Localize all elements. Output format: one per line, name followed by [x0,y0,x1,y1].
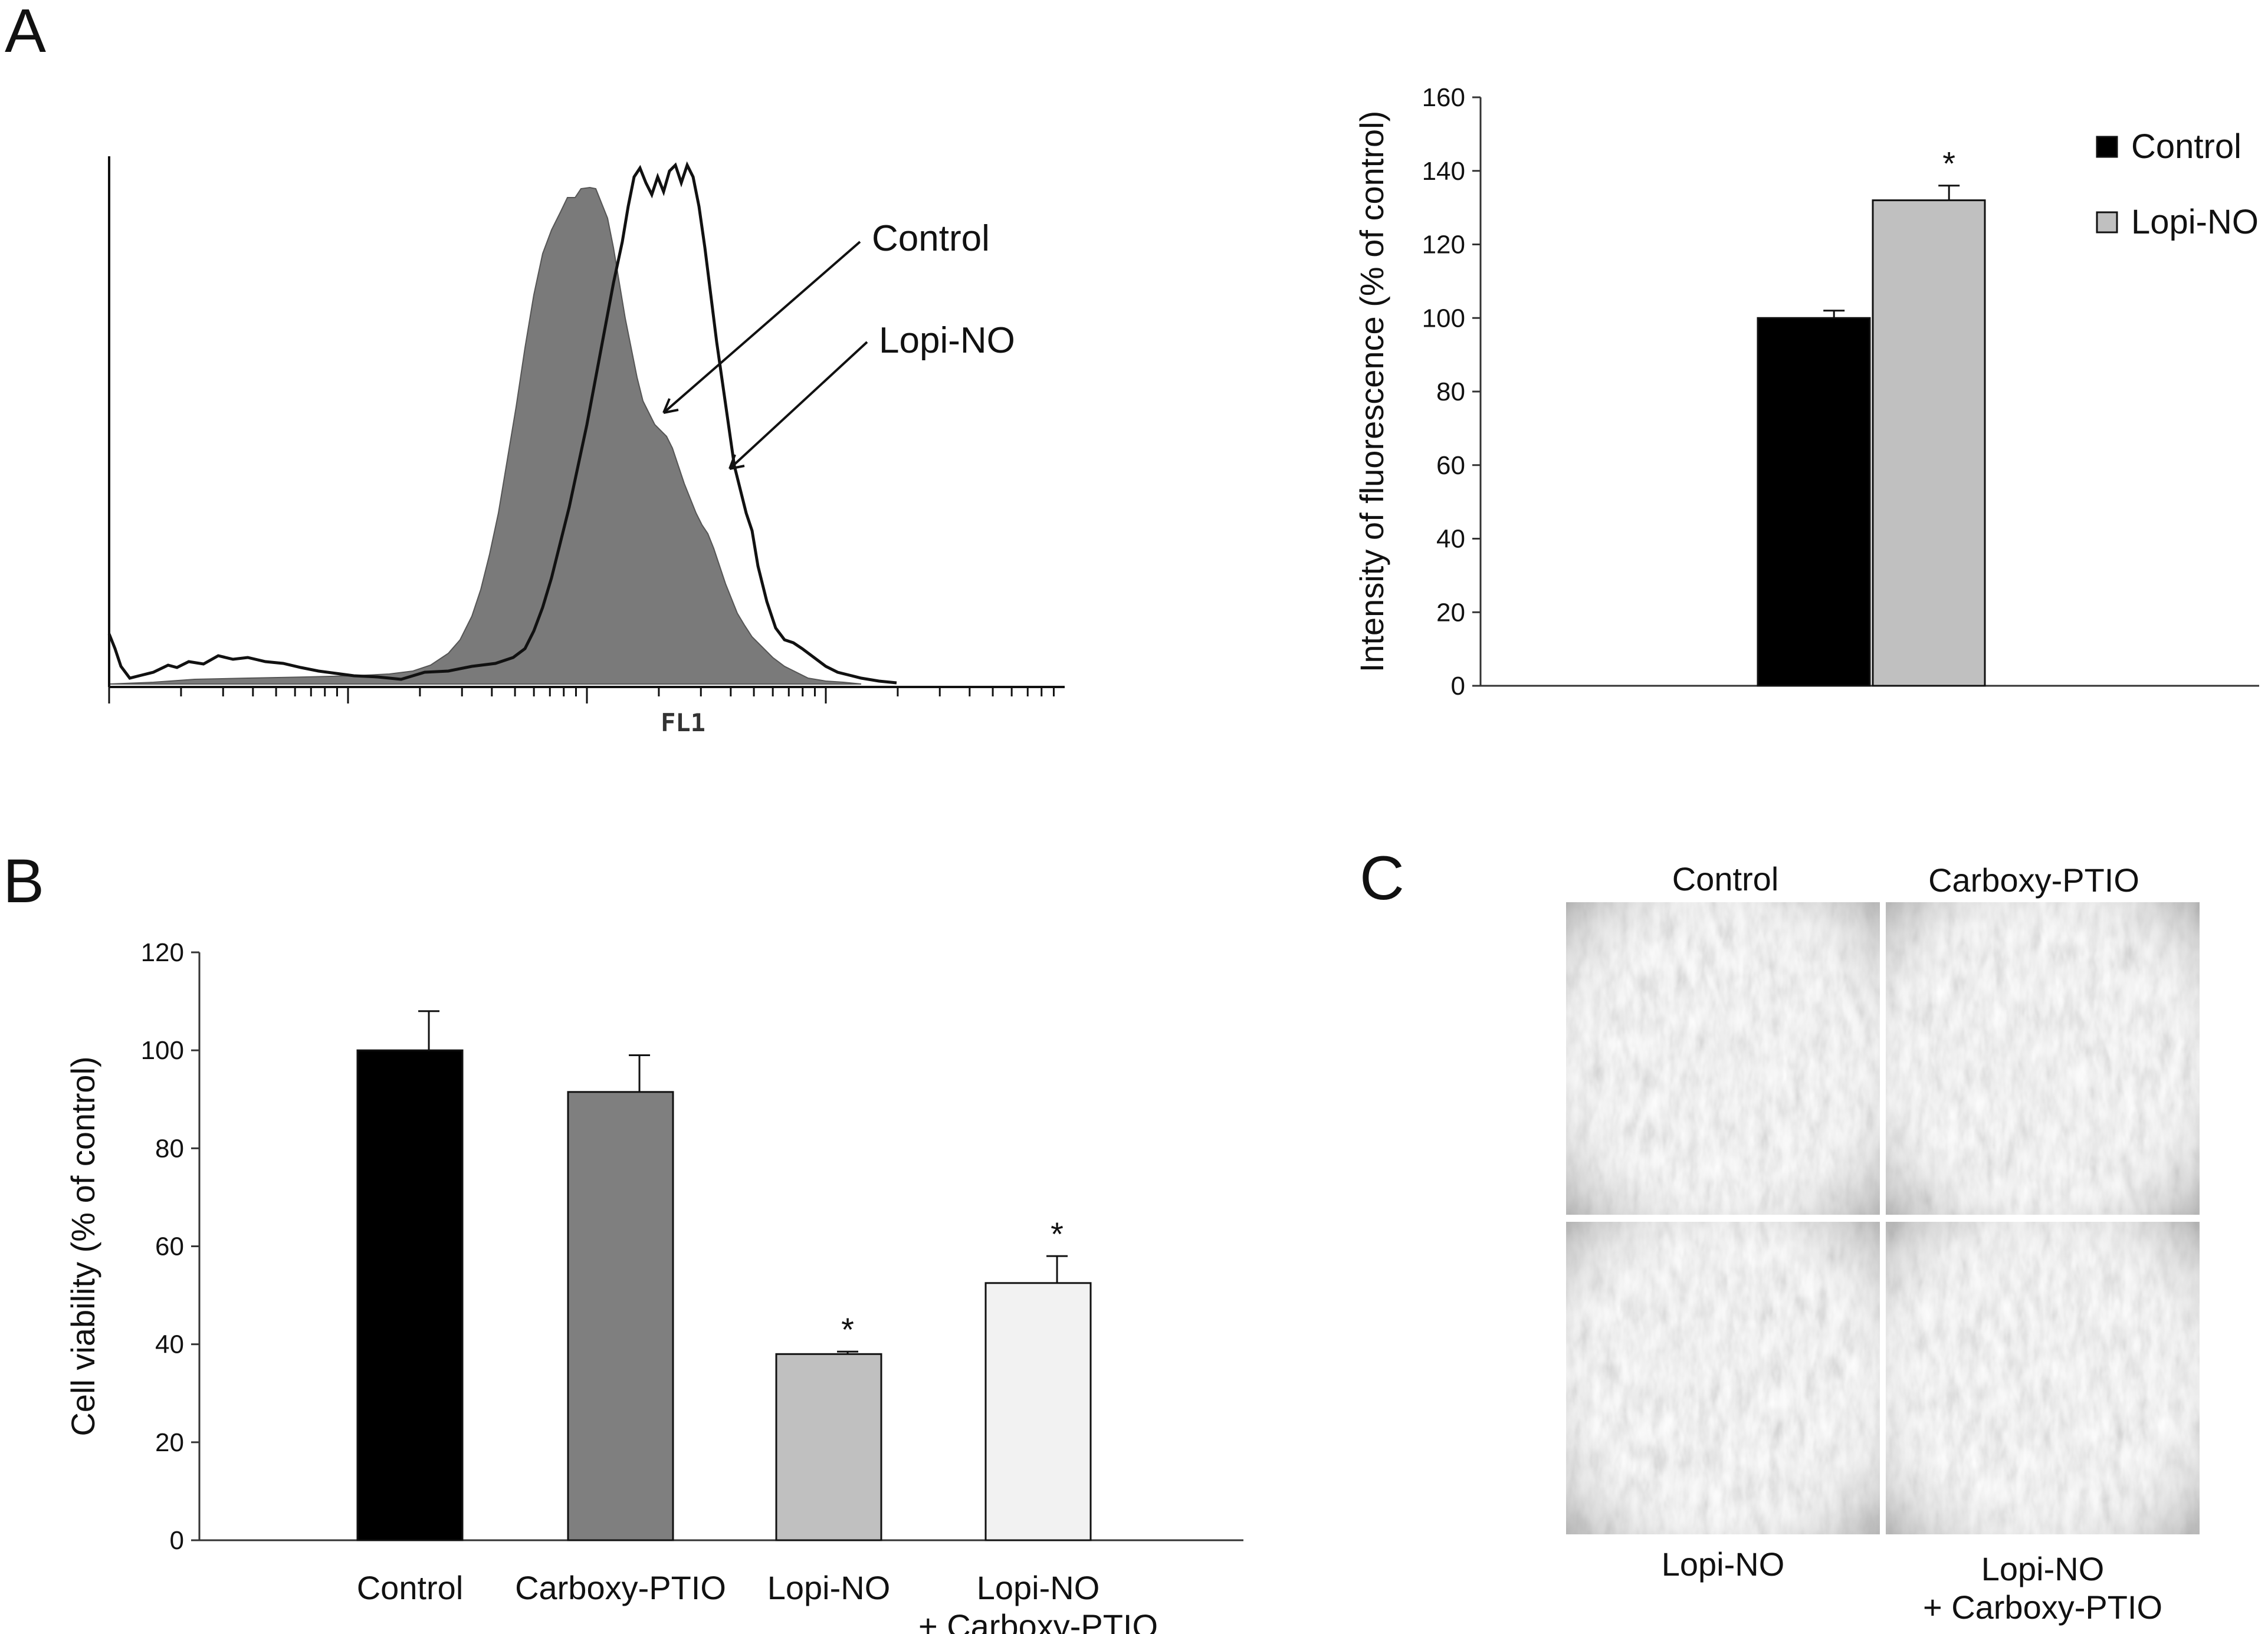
bar [356,1049,464,1541]
y-tick-label: 120 [1422,231,1465,259]
arrowhead-control [662,398,679,414]
y-tick-label: 160 [1422,83,1465,112]
bar [1872,199,1986,687]
y-tick-label: 20 [155,1428,184,1457]
category-label: Control [357,1569,464,1606]
category-label: Carboxy-PTIO [515,1569,726,1606]
y-axis-title: Cell viability (% of control) [64,1056,101,1436]
y-tick-label: 20 [1436,598,1465,627]
micrograph-lopi-no-carboxy-ptio [1886,1222,2200,1534]
micro-label-control: Control [1672,860,1779,897]
legend-swatch [2096,211,2118,234]
viability-bar-chart: 0 20 40 60 80 100 120 Cell viability (% of cont… [64,938,1243,1634]
micro-label-carboxy-ptio: Carboxy-PTIO [1928,862,2139,899]
arrow-control [662,241,861,414]
y-tick-label: 80 [1436,377,1465,406]
histogram-control-line [107,161,897,685]
y-tick-label: 40 [1436,525,1465,554]
y-tick-label: 120 [141,938,184,967]
arrowhead-lopi-no [728,454,745,470]
significance-marker: * [1942,145,1955,182]
legend-label: Control [2131,127,2241,166]
micrograph-control [1566,902,1880,1215]
micro-label-lopi-no-line2: + Carboxy-PTIO [1923,1589,2162,1626]
legend-swatch [2096,136,2118,158]
y-tick-label: 0 [170,1526,184,1555]
micro-label-lopi-no-line1: Lopi-NO [1981,1550,2105,1587]
fluorescence-bar-chart: 0 20 40 60 80 100 120 140 160 Intensity of fluore… [1353,83,2259,701]
category-label: + Carboxy-PTIO [918,1607,1158,1634]
significance-marker: * [1051,1215,1064,1252]
annotation-control: Control [872,218,990,259]
micrograph-lopi-no [1566,1222,1880,1534]
flow-histogram: FL1 Control Lopi-NO [107,156,1065,737]
panel-letter-a: A [5,0,46,65]
category-label: Lopi-NO [767,1569,891,1606]
histogram-log-ticks [108,687,1055,703]
legend-label: Lopi-NO [2131,203,2259,241]
category-label: Lopi-NO [977,1569,1100,1606]
significance-marker: * [841,1311,854,1348]
panel-letter-c: C [1360,844,1404,913]
histogram-x-label: FL1 [661,708,705,737]
y-tick-label: 100 [141,1036,184,1065]
bar [775,1353,882,1541]
bar [984,1282,1092,1541]
bar [1757,317,1871,687]
annotation-lopi-no: Lopi-NO [879,320,1015,361]
y-tick-label: 60 [1436,451,1465,480]
histogram-lopi-no-fill [109,186,862,685]
y-tick-label: 0 [1451,672,1465,701]
y-tick-label: 40 [155,1330,184,1359]
bar [567,1091,674,1541]
micro-label-lopi-no: Lopi-NO [1662,1546,1785,1583]
y-tick-label: 100 [1422,304,1465,333]
y-tick-label: 80 [155,1134,184,1163]
y-tick-label: 60 [155,1232,184,1261]
micrograph-carboxy-ptio [1886,902,2200,1215]
micrograph-grid: Control Carboxy-PTIO Lopi-NO Lopi-NO + C… [1566,860,2200,1626]
panel-letter-b: B [3,847,44,916]
arrow-lopi-no [728,341,868,470]
y-axis-title: Intensity of fluorescence (% of control) [1353,111,1390,672]
y-tick-label: 140 [1422,157,1465,186]
